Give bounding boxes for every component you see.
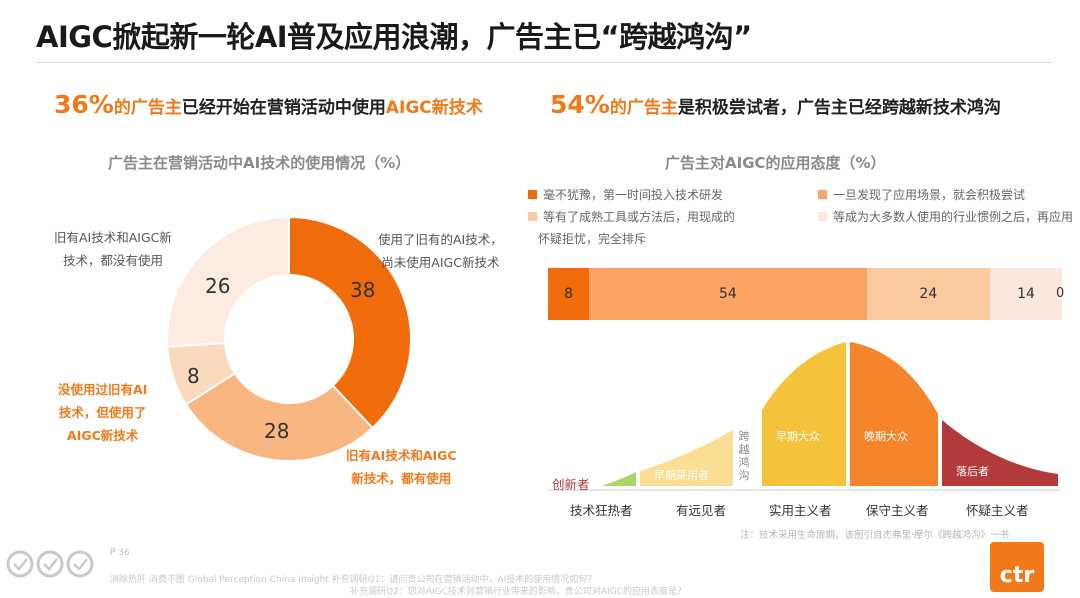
headline-left-pct: 36% [54,90,114,119]
legend-swatch [528,190,537,199]
bar-segment-immediate: 8 [548,268,590,320]
legend-swatch [528,212,537,221]
page-number: P 36 [110,548,130,558]
category-conservatives: 保守主义者 [866,503,929,518]
category-skeptics: 怀疑主义者 [966,503,1029,518]
donut-value-used-old-ai: 38 [350,278,376,302]
legend-item: 等成为大多数人使用的行业惯例之后，再应用 [818,208,1078,226]
category-visionaries: 有远见者 [676,503,727,518]
donut-value-neither: 26 [205,274,231,298]
donut-label-both: 旧有AI技术和AIGC 新技术，都有使用 [346,444,457,490]
source-note: 注：技术采用生命周期，该图引自杰弗里·摩尔《跨越鸿沟》一书 [740,530,1010,541]
donut-label-line: 新技术，都有使用 [351,471,452,486]
donut-slice-aigc-only [166,341,237,406]
footer-badges [6,550,94,578]
donut-label-used-old-ai: 使用了旧有的AI技术， 尚未使用AIGC新技术 [378,228,503,274]
bar-value-zero: 0 [1056,286,1065,301]
legend-text-continued: 怀疑拒忧，完全排斥 [538,232,647,246]
check-icon [73,558,88,571]
category-pragmatists: 实用主义者 [769,503,832,518]
footer-line: 补充调研Q2：您对AIGC技术对营销行业带来的影响，贵公司对AIGC的应用态度是… [350,587,686,597]
legend-text: 等成为大多数人使用的行业惯例之后，再应用 [833,210,1074,224]
bar-segment-value: 24 [919,286,938,302]
bar-chart-title: 广告主对AIGC的应用态度（%） [665,154,886,172]
donut-value-aigc-only: 8 [187,364,200,388]
donut-label-line: 使用了旧有的AI技术， [378,232,503,247]
headline-left-accent: AIGC新技术 [385,98,483,118]
legend-item: 一旦发现了应用场景，就会积极尝试 [818,186,1078,204]
check-icon [13,558,28,571]
title-divider [36,62,1052,63]
donut-label-line: AIGC新技术 [67,428,139,443]
donut-label-aigc-only: 没使用过旧有AI 技术，但使用了 AIGC新技术 [58,378,147,447]
headline-left: 36%的广告主已经开始在营销活动中使用AIGC新技术 [54,90,483,119]
badge-icon [66,550,94,578]
stage-innovators: 创新者 [552,477,590,492]
donut-label-line: 技术，都没有使用 [62,253,163,268]
bar-segment-value: 54 [718,286,737,302]
stage-late-majority: 晚期大众 [864,430,908,443]
check-icon [43,558,58,571]
curve-innovators [602,472,636,486]
headline-right-rest: 是积极尝试者，广告主已经跨越新技术鸿沟 [677,98,1001,118]
headline-left-subject: 的广告主 [113,98,182,118]
footer-line: 消除热肝 消费不图 Global Perception China Insigh… [110,575,597,585]
donut-value-both: 28 [264,419,290,443]
bar-segment-industry-norm: 14 [990,268,1062,320]
legend-text: 等有了成熟工具或方法后，用现成的 [543,210,736,224]
donut-label-line: 旧有AI技术和AIGC [346,448,457,463]
category-tech-enthusiasts: 技术狂热者 [570,503,633,518]
stacked-bar: 8 54 24 14 [548,268,1062,320]
bar-legend: 毫不犹豫，第一时间投入技术研发 一旦发现了应用场景，就会积极尝试 等有了成熟工具… [528,186,1078,248]
legend-item: 等有了成熟工具或方法后，用现成的 [528,208,818,226]
donut-label-neither: 旧有AI技术和AIGC新 技术，都没有使用 [54,226,172,272]
stage-laggards: 落后者 [956,465,989,478]
headline-right-subject: 的广告主 [609,98,678,118]
donut-label-line: 旧有AI技术和AIGC新 [54,230,172,245]
bar-segment-value: 8 [564,286,574,302]
legend-swatch [818,190,827,199]
legend-row: 等有了成熟工具或方法后，用现成的 等成为大多数人使用的行业惯例之后，再应用 [528,208,1078,230]
bar-segment-mature-tools: 24 [866,268,991,320]
badge-icon [36,550,64,578]
legend-swatch [818,212,827,221]
legend-text: 毫不犹豫，第一时间投入技术研发 [543,188,724,202]
donut-label-line: 技术，但使用了 [58,405,147,420]
stage-early-majority: 早期大众 [776,430,820,443]
donut-slice-both [184,371,374,462]
legend-item: 毫不犹豫，第一时间投入技术研发 [528,186,818,204]
stage-early-adopters: 早期采用者 [654,469,709,482]
badge-icon [6,550,34,578]
page-title: AIGC掀起新一轮AI普及应用浪潮，广告主已“跨越鸿沟” [36,20,752,54]
headline-left-rest: 已经开始在营销活动中使用 [181,98,386,118]
curve-early-majority [762,342,846,486]
headline-right: 54%的广告主是积极尝试者，广告主已经跨越新技术鸿沟 [550,90,1001,119]
ctr-logo: ctr [990,542,1044,592]
legend-row: 毫不犹豫，第一时间投入技术研发 一旦发现了应用场景，就会积极尝试 [528,186,1078,208]
curve-late-majority [850,342,938,486]
bar-segment-value: 14 [1017,286,1035,302]
donut-label-line: 没使用过旧有AI [58,382,148,397]
donut-chart-title: 广告主在营销活动中AI技术的使用情况（%） [108,154,411,172]
headline-right-pct: 54% [550,90,610,119]
legend-text: 一旦发现了应用场景，就会积极尝试 [833,188,1026,202]
chasm-label: 跨越鸿沟 [738,430,750,482]
donut-label-line: 尚未使用AIGC新技术 [381,255,500,270]
bar-segment-active: 54 [589,268,867,320]
